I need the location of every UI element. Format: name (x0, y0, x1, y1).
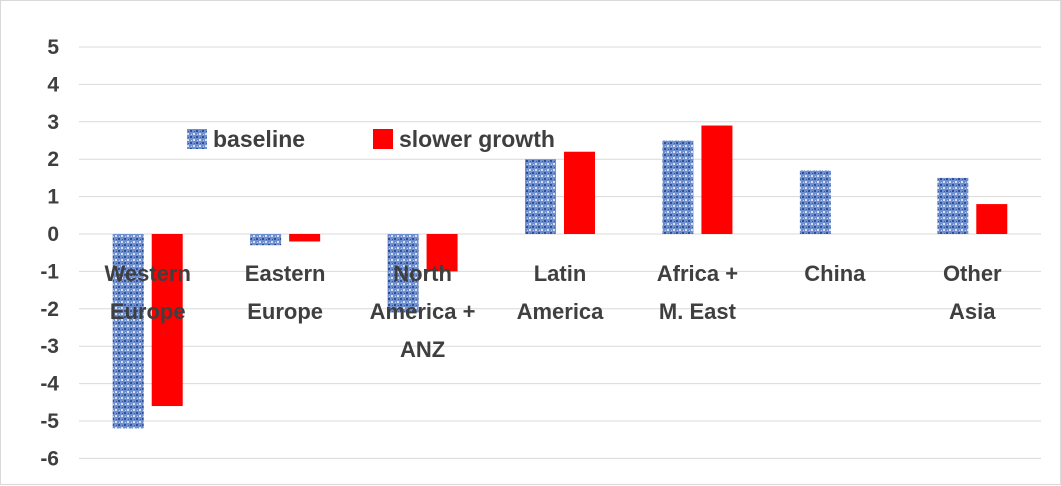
category-label-line: Eastern (245, 261, 326, 286)
bar-baseline (662, 140, 694, 234)
category-label-line: ANZ (400, 337, 445, 362)
category-label: Western Europe (105, 261, 191, 324)
category-labels: Western Europe Eastern Europe North America +… (105, 261, 1003, 362)
category-label-line: America (517, 299, 605, 324)
bar-baseline (250, 234, 282, 246)
y-tick-label: -2 (40, 298, 59, 321)
category-label-line: Latin (534, 261, 587, 286)
y-tick-label: 3 (47, 111, 59, 134)
category-label-line: Africa + (657, 261, 738, 286)
bar-baseline (937, 177, 969, 234)
bar-slower-growth (289, 234, 321, 242)
category-label-line: Asia (949, 299, 996, 324)
category-label-line: China (804, 261, 866, 286)
category-label-line: North (393, 261, 452, 286)
y-tick-label: -6 (40, 447, 59, 470)
y-tick-label: 1 (47, 186, 59, 209)
category-label-line: Europe (247, 299, 323, 324)
category-label: Other Asia (943, 261, 1002, 324)
y-tick-label: -5 (40, 410, 59, 433)
bar-baseline (525, 159, 556, 234)
bars (112, 125, 1008, 429)
category-label: North America + ANZ (370, 261, 476, 362)
legend-label: slower growth (399, 126, 555, 152)
category-label-line: Europe (110, 299, 186, 324)
gridlines (79, 46, 1041, 459)
category-label: Latin America (517, 261, 605, 324)
legend-swatch (373, 129, 393, 149)
y-tick-label: 5 (47, 36, 59, 59)
category-label: Eastern Europe (245, 261, 326, 324)
y-tick-label: -4 (40, 373, 59, 396)
category-label-line: M. East (659, 299, 737, 324)
bar-slower-growth (426, 234, 458, 272)
bar-baseline (799, 170, 831, 234)
y-tick-label: -3 (40, 335, 59, 358)
category-label-line: Other (943, 261, 1002, 286)
y-tick-label: 0 (47, 223, 59, 246)
legend-label: baseline (213, 126, 305, 152)
bar-slower-growth (564, 151, 595, 234)
y-tick-label: -1 (40, 260, 59, 283)
bar-slower-growth (701, 125, 733, 234)
y-tick-label: 2 (47, 148, 59, 171)
y-tick-label: 4 (47, 73, 59, 96)
y-axis-ticks: 5 4 3 2 1 0 -1 -2 -3 -4 -5 -6 (40, 36, 59, 470)
category-label-line: Western (105, 261, 191, 286)
bar-baseline (112, 234, 144, 429)
bar-baseline (387, 234, 419, 313)
legend: baseline slower growth (187, 126, 555, 152)
bar-slower-growth (976, 204, 1008, 234)
legend-swatch (187, 129, 207, 149)
category-label: China (804, 261, 866, 286)
bar-slower-growth (151, 234, 183, 407)
category-label-line: America + (370, 299, 476, 324)
category-label: Africa + M. East (657, 261, 738, 324)
